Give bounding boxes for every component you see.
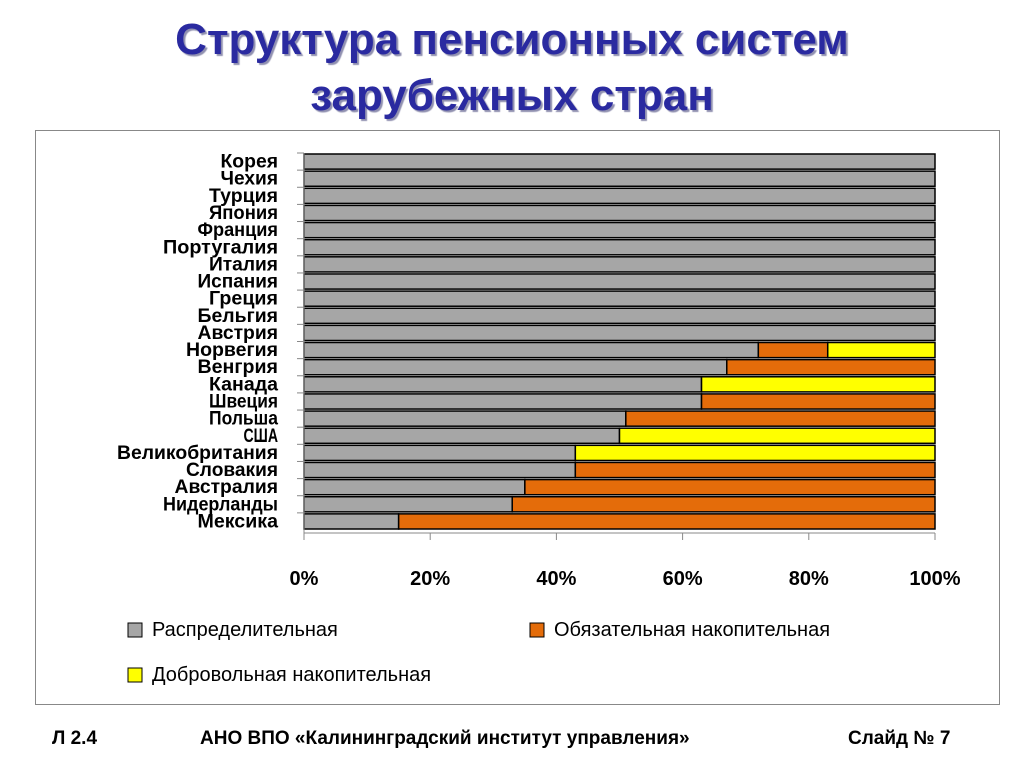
- x-tick-label: 40%: [536, 568, 576, 590]
- bar-segment-0: [303, 324, 936, 342]
- bar-segment-1: [524, 478, 936, 496]
- footer-slide-number: Слайд № 7: [848, 728, 951, 749]
- legend-swatch-2: [127, 667, 143, 683]
- bar-segment-0: [303, 204, 936, 222]
- x-tick-label: 80%: [789, 568, 829, 590]
- bar-segment-0: [303, 341, 760, 359]
- chart-frame: [35, 130, 1000, 705]
- category-label: Нидерланды: [163, 494, 278, 515]
- category-label: Испания: [198, 272, 279, 293]
- category-label: Венгрия: [198, 357, 279, 378]
- bar-segment-0: [303, 393, 703, 410]
- bar-segment-1: [757, 341, 829, 359]
- bar-segment-0: [303, 513, 400, 530]
- bar-segment-0: [303, 290, 936, 307]
- bar-segment-0: [303, 478, 526, 496]
- category-label: Корея: [221, 152, 279, 173]
- legend-swatch-0: [127, 622, 143, 638]
- bar-segment-1: [700, 393, 936, 410]
- bar-segment-2: [618, 427, 936, 445]
- bar-segment-0: [303, 444, 577, 462]
- bar-segment-0: [303, 221, 936, 239]
- category-label: Швеция: [209, 391, 278, 412]
- bar-segment-2: [574, 444, 936, 462]
- slide-title-line2: зарубежных стран: [310, 71, 714, 120]
- category-label: Австрия: [198, 323, 279, 344]
- bar-segment-0: [303, 153, 936, 170]
- category-label: США: [244, 426, 279, 447]
- bar-segment-0: [303, 427, 621, 445]
- category-label: Словакия: [186, 460, 278, 481]
- x-tick-label: 20%: [410, 568, 450, 590]
- category-label: Канада: [209, 374, 278, 395]
- category-label: Норвегия: [186, 340, 278, 361]
- legend-label: Добровольная накопительная: [152, 664, 431, 686]
- bar-segment-1: [574, 461, 936, 479]
- legend-label: Распределительная: [152, 619, 338, 641]
- category-label: Италия: [209, 254, 278, 275]
- category-label: Бельгия: [198, 306, 279, 327]
- bar-segment-2: [700, 376, 936, 393]
- bar-segment-1: [511, 495, 936, 513]
- slide-title-line1: Структура пенсионных систем: [175, 15, 849, 64]
- x-tick-label: 100%: [909, 568, 960, 590]
- footer-institution: АНО ВПО «Калининградский институт управл…: [200, 728, 690, 749]
- bar-segment-0: [303, 358, 728, 376]
- legend-swatch-1: [529, 622, 545, 638]
- bar-segment-0: [303, 256, 936, 273]
- bar-segment-0: [303, 238, 936, 256]
- bar-segment-0: [303, 307, 936, 325]
- category-label: Турция: [209, 186, 278, 207]
- category-label: Великобритания: [117, 443, 278, 464]
- category-label: Япония: [209, 203, 278, 224]
- bar-segment-0: [303, 495, 513, 513]
- bar-segment-0: [303, 376, 703, 393]
- bar-segment-1: [726, 358, 936, 376]
- legend-label: Обязательная накопительная: [554, 619, 830, 641]
- category-label: Португалия: [163, 237, 278, 258]
- category-label: Франция: [198, 220, 279, 241]
- category-label: Чехия: [221, 169, 279, 190]
- bar-segment-0: [303, 187, 936, 205]
- category-label: Австралия: [175, 477, 279, 498]
- category-label: Мексика: [198, 511, 279, 532]
- footer-lecture: Л 2.4: [52, 728, 98, 749]
- x-tick-label: 60%: [663, 568, 703, 590]
- bar-segment-0: [303, 273, 936, 290]
- bar-segment-2: [826, 341, 936, 359]
- bar-segment-1: [397, 513, 936, 530]
- bar-segment-1: [625, 410, 936, 427]
- category-label: Греция: [209, 289, 278, 310]
- bar-segment-0: [303, 410, 627, 427]
- bar-segment-0: [303, 461, 577, 479]
- bar-segment-0: [303, 170, 936, 188]
- x-tick-label: 0%: [290, 568, 319, 590]
- category-label: Польша: [209, 409, 278, 430]
